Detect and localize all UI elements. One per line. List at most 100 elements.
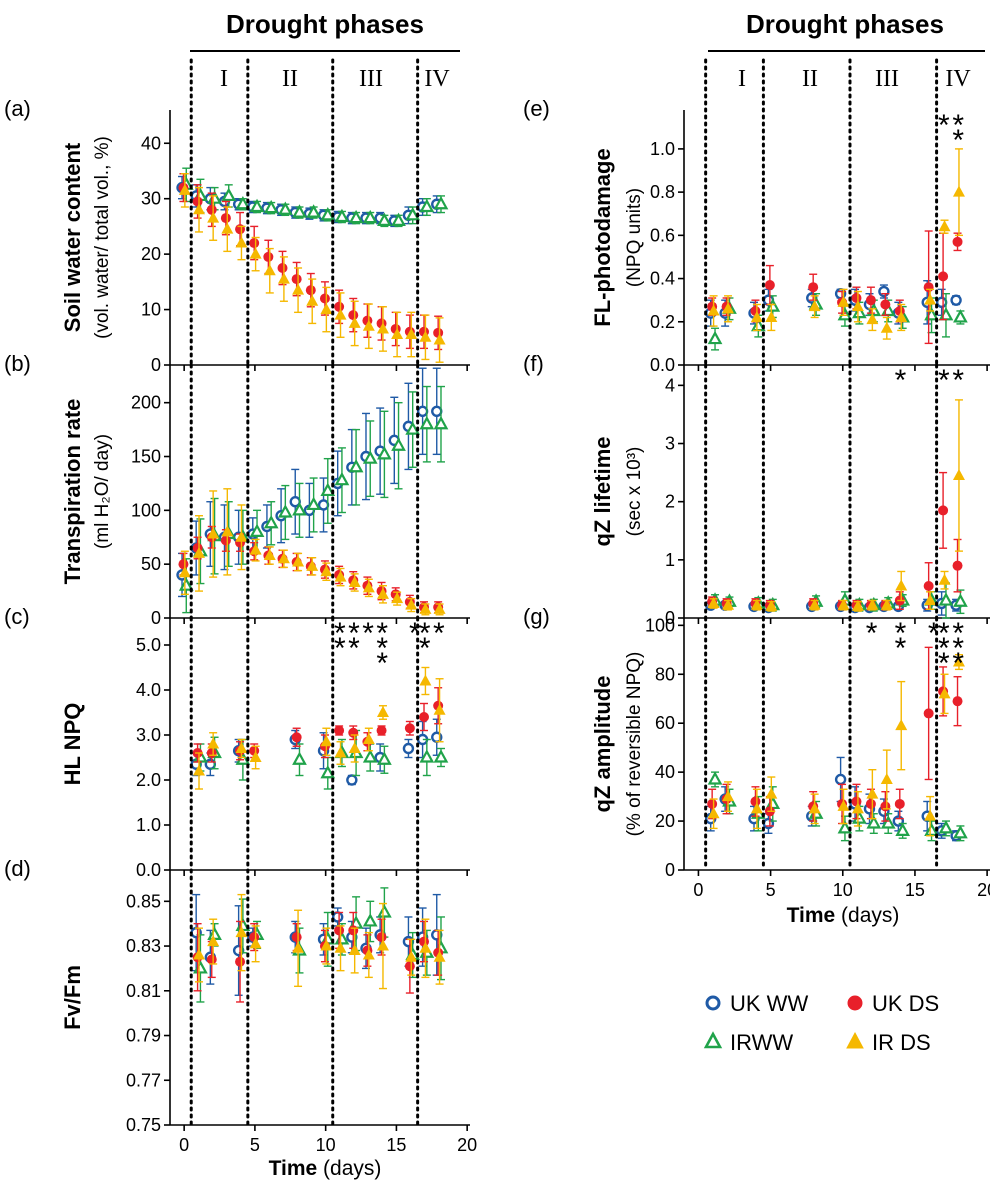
x-tick-label: 0 — [693, 880, 703, 900]
data-point — [419, 330, 432, 342]
data-point — [405, 421, 421, 435]
data-point — [362, 209, 378, 224]
significance-star: * — [938, 617, 950, 650]
data-point — [880, 299, 891, 310]
data-point — [419, 712, 430, 722]
data-point — [317, 499, 330, 511]
data-point — [808, 598, 821, 610]
data-point — [291, 732, 302, 743]
data-point — [707, 771, 723, 785]
significance-star: * — [866, 617, 878, 650]
y-axis-title: Soil water content — [60, 142, 85, 332]
data-point — [334, 925, 345, 936]
y-tick-label: 4 — [665, 375, 675, 395]
y-tick-label: 40 — [141, 133, 161, 153]
data-point — [220, 213, 231, 224]
panel-label: (c) — [4, 604, 30, 629]
y-tick-label: 0.81 — [126, 981, 161, 1001]
data-point — [765, 310, 778, 322]
data-point — [404, 723, 415, 734]
data-point — [750, 310, 763, 322]
data-point — [433, 415, 449, 430]
significance-star: * — [348, 617, 360, 650]
data-point — [334, 301, 345, 312]
data-point — [249, 543, 262, 555]
data-point — [391, 592, 404, 604]
data-point — [707, 807, 720, 819]
data-point — [880, 598, 893, 610]
y-tick-label: 2 — [665, 492, 675, 512]
data-point — [938, 271, 949, 282]
data-point — [924, 809, 937, 821]
data-point — [249, 198, 265, 213]
y-axis-subtitle: (NPQ units) — [624, 188, 645, 287]
series-uk-ww — [190, 718, 443, 786]
data-point — [193, 546, 206, 558]
data-point — [235, 195, 251, 210]
y-tick-label: 0.8 — [650, 182, 675, 202]
data-point — [263, 514, 279, 529]
data-point — [391, 437, 406, 451]
data-point — [391, 328, 404, 340]
data-point — [405, 950, 418, 962]
data-point — [346, 774, 358, 786]
series-uk-ds — [707, 471, 963, 611]
legend-marker-uk-ww — [705, 995, 721, 1011]
data-point — [263, 549, 276, 561]
legend-label-uk-ww: UK WW — [730, 991, 808, 1016]
x-tick-label: 15 — [386, 1135, 406, 1155]
data-point — [235, 236, 248, 248]
y-tick-label: 0.85 — [126, 891, 161, 911]
y-tick-label: 0.0 — [650, 355, 675, 375]
data-point — [433, 703, 446, 715]
y-tick-label: 2.0 — [136, 770, 161, 790]
panel-label: (g) — [523, 604, 550, 629]
data-point — [405, 207, 421, 221]
y-axis-subtitle: (vol. water/ total vol., %) — [92, 136, 113, 339]
data-point — [722, 302, 735, 314]
data-point — [837, 820, 853, 834]
data-point — [249, 238, 260, 249]
data-point — [362, 319, 375, 331]
data-point — [923, 581, 934, 592]
data-point — [924, 293, 937, 305]
data-point — [866, 313, 879, 325]
significance-star: * — [952, 364, 964, 397]
y-tick-label: 0.2 — [650, 312, 675, 332]
x-axis-title-left: Time (days) — [269, 1157, 382, 1180]
data-point — [419, 602, 432, 614]
x-axis-title-bold: Time — [787, 904, 836, 927]
panel-c: 0.01.02.03.04.05.0(c)HL NPQ** ** * ****** * — [4, 604, 470, 880]
data-point — [204, 758, 217, 770]
phase-label-III-right: III — [875, 66, 899, 92]
data-point — [193, 764, 206, 776]
panel-label: (f) — [523, 351, 544, 376]
data-point — [348, 742, 361, 753]
data-point — [765, 787, 778, 799]
series-ir-ds — [707, 148, 965, 340]
significance-star: * — [419, 632, 431, 665]
significance-star: * — [952, 124, 964, 157]
significance-star: * — [362, 617, 374, 650]
data-point — [206, 748, 217, 758]
data-point — [178, 566, 191, 578]
series-ir-ds — [178, 173, 446, 363]
data-point — [377, 446, 392, 460]
significance-star: * — [952, 617, 964, 650]
data-point — [178, 559, 189, 570]
data-point — [851, 293, 862, 304]
y-axis-title: Transpiration rate — [60, 399, 85, 585]
series-ir-ds — [193, 893, 446, 990]
significance-star: * — [895, 632, 907, 665]
data-point — [320, 565, 333, 577]
data-point — [762, 817, 775, 830]
data-point — [348, 209, 364, 224]
data-point — [235, 224, 246, 235]
legend: UK WW UK DS IRWW IR DS — [703, 991, 939, 1055]
data-point — [895, 719, 908, 731]
data-point — [263, 251, 274, 262]
x-tick-label: 10 — [316, 1135, 336, 1155]
data-point — [362, 948, 375, 960]
data-point — [851, 796, 862, 807]
